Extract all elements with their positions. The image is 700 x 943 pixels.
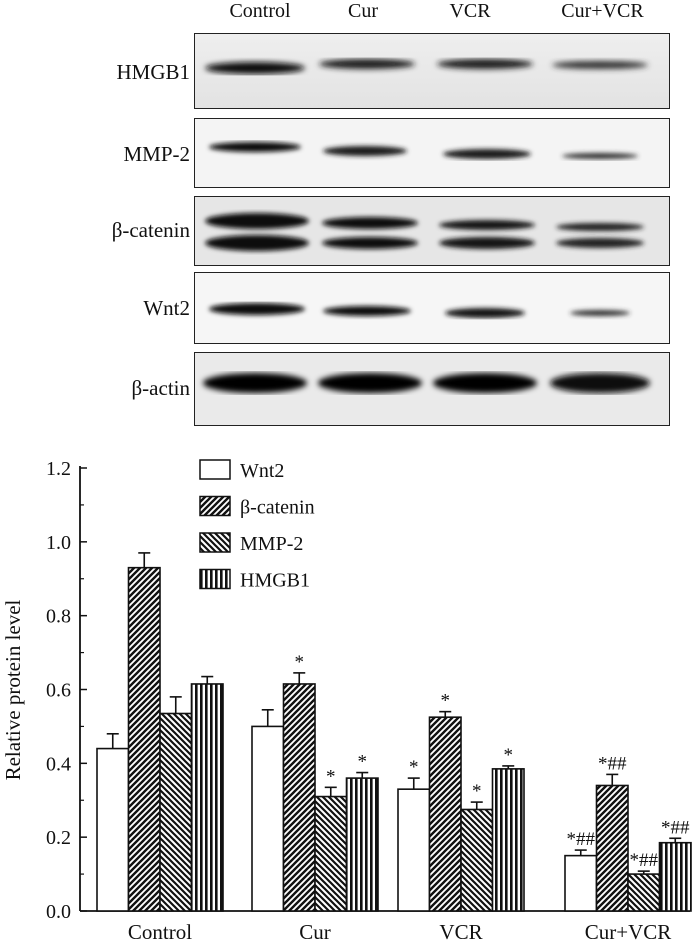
legend-swatch: [199, 495, 231, 517]
y-tick-label: 0.0: [46, 901, 71, 923]
blot-panel-mmp2: [194, 118, 670, 188]
blot-header-cur: Cur: [348, 0, 378, 22]
legend-label: HMGB1: [240, 570, 310, 592]
blot-bands-hmgb1: [205, 59, 648, 74]
bar-β-catenin-Cur+VCR: [595, 784, 629, 912]
bar-HMGB1-Cur: [345, 777, 379, 912]
y-tick-label: 1.0: [46, 532, 71, 554]
blot-bands-bactin: [203, 373, 650, 393]
significance-label: *##: [630, 850, 659, 871]
blot-panel-bcatenin: [194, 196, 670, 266]
chart-legend: Wnt2 β-catenin MMP-2 HMGB1: [199, 459, 315, 592]
legend-label: MMP-2: [240, 533, 303, 555]
significance-label: *: [409, 757, 419, 778]
bar-HMGB1-Cur+VCR: [658, 841, 692, 912]
significance-label: *: [326, 766, 336, 787]
bar-β-catenin-VCR: [428, 716, 462, 912]
blot-panel-wnt2: [194, 272, 670, 344]
blot-header-control: Control: [229, 0, 291, 22]
x-tick-label: Cur+VCR: [585, 920, 672, 943]
bar-Wnt2-VCR: [397, 788, 431, 912]
blot-panel-bactin: [194, 352, 670, 426]
significance-label: *##: [661, 817, 690, 838]
bar-MMP-2-Control: [159, 712, 193, 912]
blot-bands-bcatenin: [205, 213, 644, 251]
significance-label: *: [441, 691, 451, 712]
blot-panel-hmgb1: [194, 33, 670, 109]
significance-label: *: [504, 745, 514, 766]
blot-label-wnt2: Wnt2: [143, 296, 190, 320]
bar-chart: 0.0 0.2 0.4 0.6 0.8 1.0 1.2 Control * * * Cur * * * * V…: [1, 458, 692, 943]
legend-swatch: [199, 532, 231, 553]
blot-header-vcr: VCR: [449, 0, 491, 22]
chart-bars: Control***Cur****VCR*##*##*##*##Cur+VCR: [96, 552, 692, 943]
significance-label: *##: [598, 753, 627, 774]
x-tick-label: VCR: [439, 920, 482, 943]
significance-label: *: [295, 652, 305, 673]
blot-label-hmgb1: HMGB1: [116, 60, 190, 84]
significance-label: *##: [567, 829, 596, 850]
blot-bands-mmp2: [209, 142, 638, 159]
bar-β-catenin-Cur: [282, 683, 316, 912]
blot-label-bactin: β-actin: [131, 376, 191, 400]
x-tick-label: Cur: [299, 920, 331, 943]
bar-HMGB1-VCR: [491, 768, 525, 912]
y-axis-label: Relative protein level: [1, 599, 25, 780]
legend-swatch: [199, 568, 231, 590]
significance-label: *: [358, 752, 368, 773]
legend-label: Wnt2: [240, 460, 284, 482]
bar-HMGB1-Control: [190, 683, 224, 912]
legend-label: β-catenin: [240, 497, 315, 519]
bar-MMP-2-VCR: [460, 808, 494, 912]
blot-header-curvcr: Cur+VCR: [561, 0, 644, 22]
blot-label-mmp2: MMP-2: [123, 142, 190, 166]
blot-label-bcatenin: β-catenin: [111, 218, 190, 242]
bar-Wnt2-Cur: [251, 725, 285, 912]
y-tick-label: 0.8: [46, 606, 71, 628]
legend-swatch: [199, 459, 231, 480]
bar-MMP-2-Cur+VCR: [627, 873, 661, 912]
y-tick-label: 0.6: [46, 680, 71, 702]
y-tick-label: 0.4: [46, 753, 71, 775]
blot-bands-wnt2: [209, 303, 630, 318]
x-tick-label: Control: [128, 920, 192, 943]
bar-MMP-2-Cur: [314, 795, 348, 912]
y-tick-label: 1.2: [46, 458, 71, 480]
significance-label: *: [472, 781, 482, 802]
bar-Wnt2-Control: [96, 747, 130, 912]
bar-Wnt2-Cur+VCR: [564, 854, 598, 912]
bar-β-catenin-Control: [127, 566, 161, 912]
y-tick-label: 0.2: [46, 827, 71, 849]
